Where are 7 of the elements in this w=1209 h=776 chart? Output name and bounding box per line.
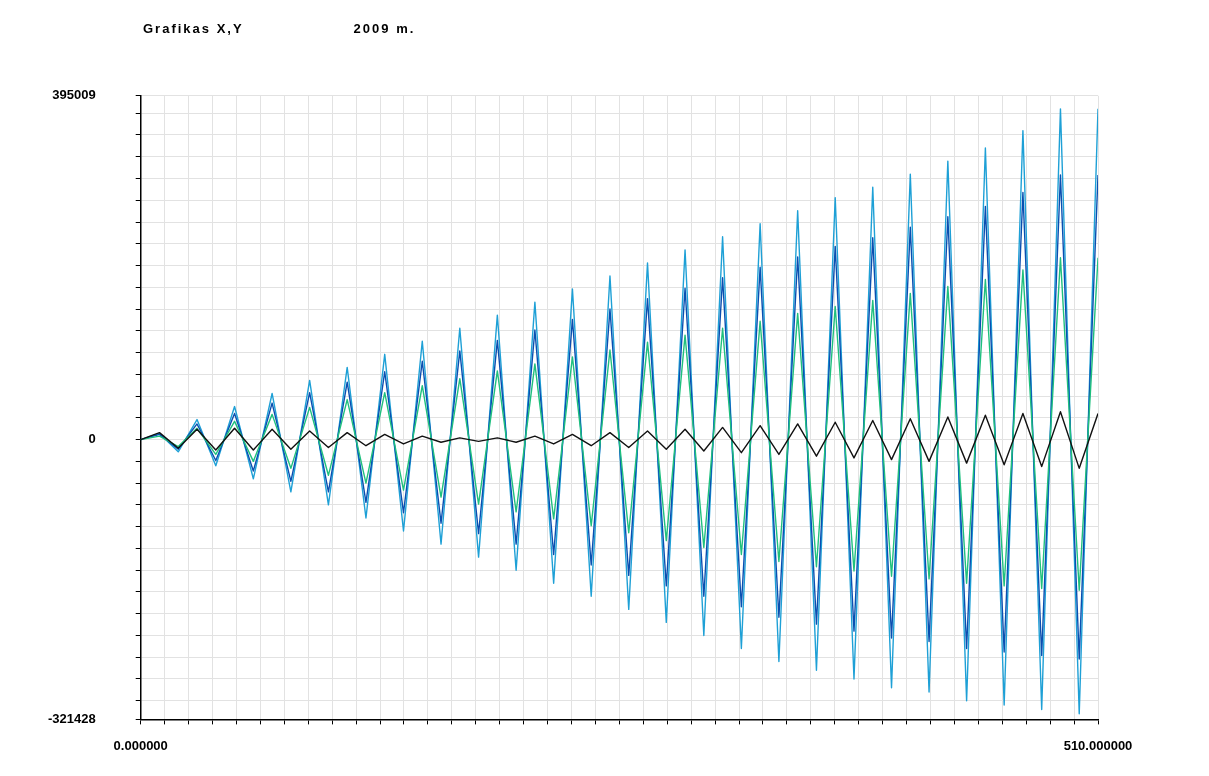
y-tick-label: 395009 [52, 87, 96, 103]
x-tick-label: 0.000000 [113, 737, 168, 753]
y-tick-label: -321428 [47, 710, 96, 726]
chart-subtitle: 2009 m. [353, 20, 416, 36]
x-tick-label: 510.000000 [1063, 737, 1133, 753]
chart-title: Grafikas X,Y [143, 20, 244, 36]
y-tick-label: 0 [88, 431, 96, 447]
